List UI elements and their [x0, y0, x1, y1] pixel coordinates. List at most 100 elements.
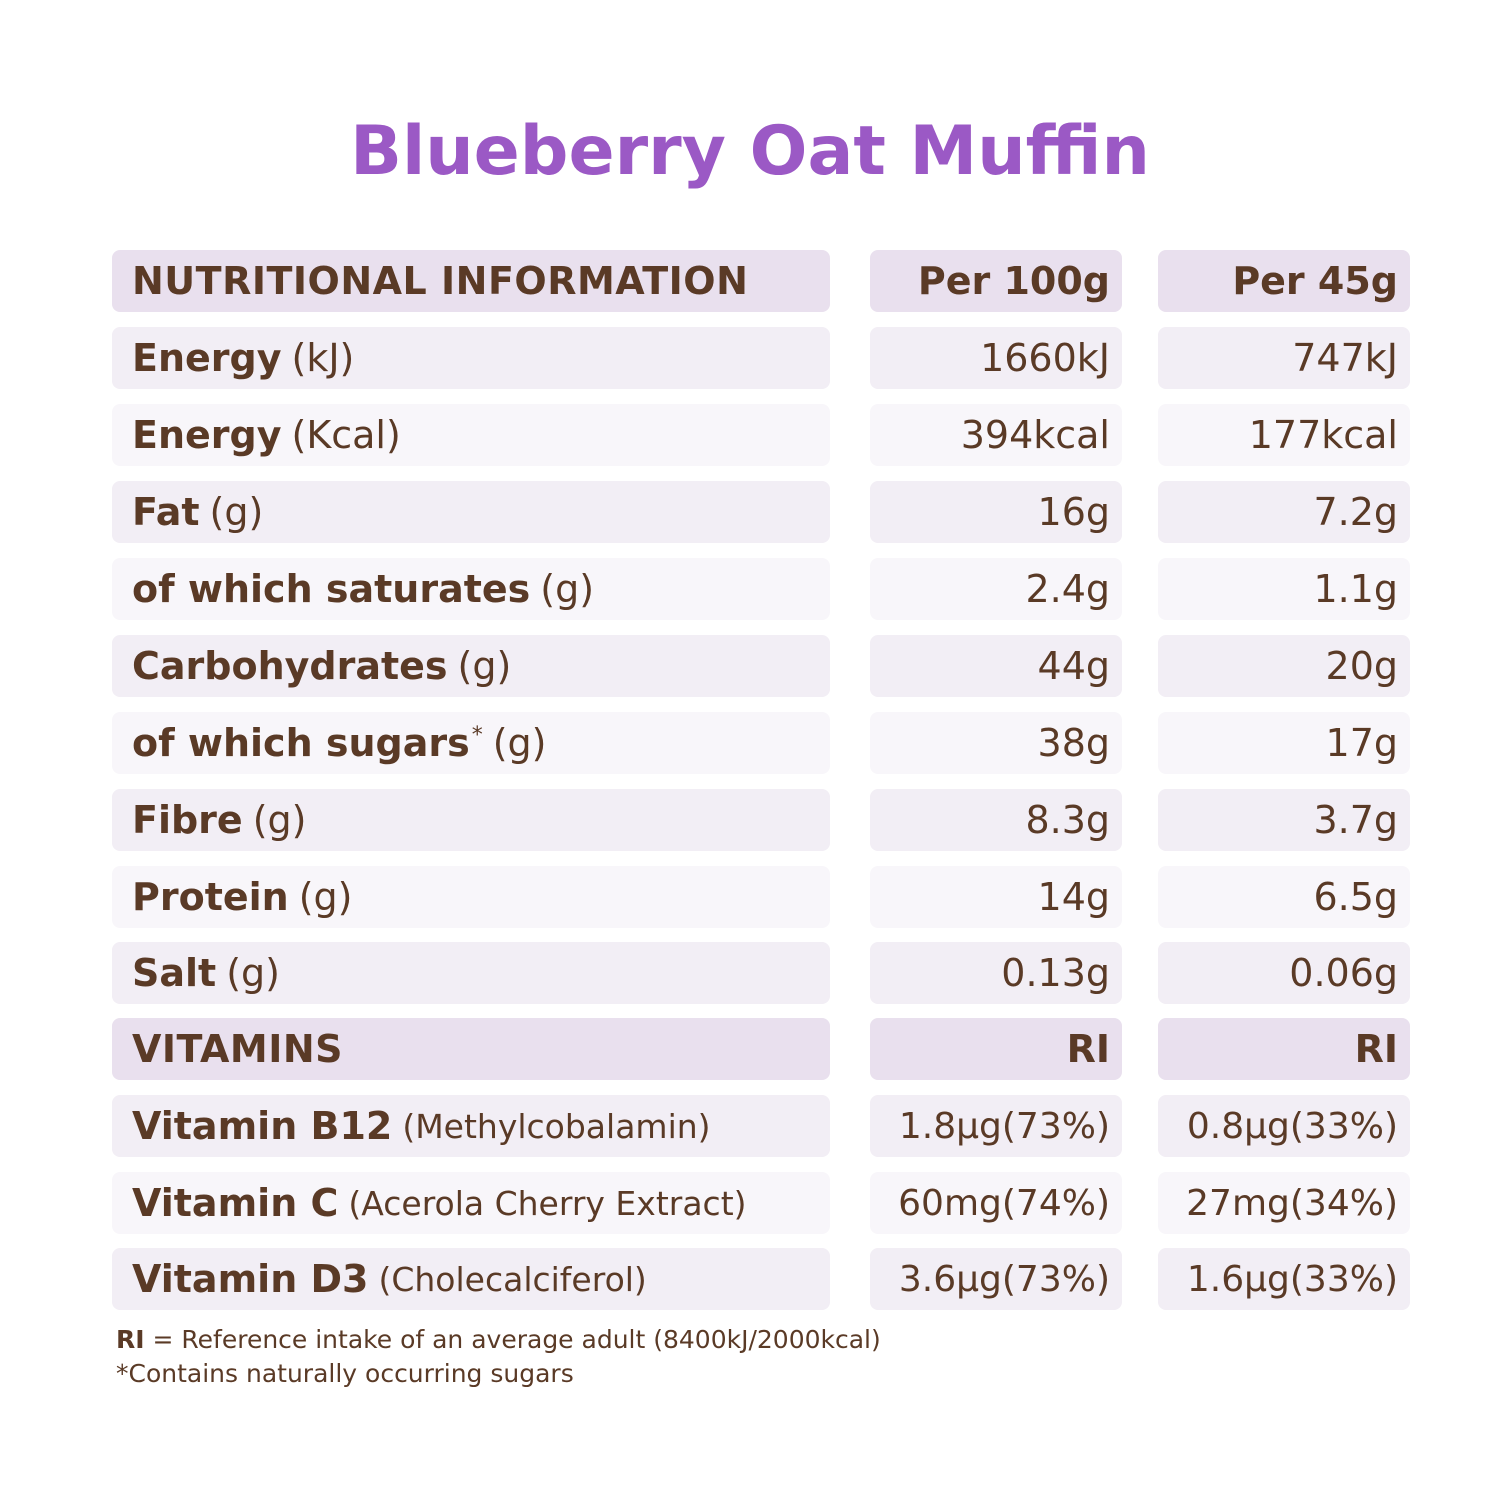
per45-header: Per 45g: [1232, 259, 1398, 303]
nutrient-unit: (g): [492, 721, 547, 765]
per100-value: 44g: [1037, 644, 1110, 688]
per45-value: 177kcal: [1248, 413, 1398, 457]
per45-value-cell: 7.2g: [1158, 481, 1410, 543]
per45-value: 3.7g: [1313, 798, 1398, 842]
per100-value-cell: 2.4g: [870, 558, 1122, 620]
nutrition-header-label-cell: NUTRITIONAL INFORMATION: [112, 250, 830, 312]
per100-value: 394kcal: [960, 413, 1110, 457]
nutrient-name: Energy: [132, 336, 282, 380]
nutrient-label-cell: Fat (g): [112, 481, 830, 543]
per100-value: 14g: [1037, 875, 1110, 919]
per100-value-cell: 394kcal: [870, 404, 1122, 466]
nutrient-name: Protein: [132, 875, 289, 919]
per45-value: 17g: [1325, 721, 1398, 765]
per45-value: 747kJ: [1292, 336, 1398, 380]
ri-header: RI: [1066, 1027, 1110, 1071]
per100-value-cell: 16g: [870, 481, 1122, 543]
ri-header-cell: RI: [1158, 1018, 1410, 1080]
per100-value: 16g: [1037, 490, 1110, 534]
nutrient-name: Fat: [132, 490, 200, 534]
nutrient-label-cell: Fibre (g): [112, 789, 830, 851]
nutrition-header-label: NUTRITIONAL INFORMATION: [132, 259, 749, 303]
vitamin-source: (Cholecalciferol): [378, 1259, 647, 1299]
ri-abbreviation: RI: [116, 1325, 145, 1354]
per45-value: 0.06g: [1289, 951, 1398, 995]
per45-value-cell: 3.7g: [1158, 789, 1410, 851]
nutrient-unit: (g): [226, 951, 280, 995]
per100-value-cell: 38g: [870, 712, 1122, 774]
per100-header-cell: Per 100g: [870, 250, 1122, 312]
vitamin-per45-cell: 0.8µg(33%): [1158, 1095, 1410, 1157]
vitamin-per100-value: 3.6µg(73%): [898, 1258, 1110, 1300]
per100-value-cell: 44g: [870, 635, 1122, 697]
vitamin-name: Vitamin B12: [132, 1104, 393, 1148]
ri-header-cell: RI: [870, 1018, 1122, 1080]
vitamin-per45-value: 27mg(34%): [1186, 1182, 1398, 1224]
nutrient-unit: (g): [252, 798, 307, 842]
nutrient-name: Carbohydrates: [132, 644, 448, 688]
per100-header: Per 100g: [917, 259, 1110, 303]
per45-value-cell: 747kJ: [1158, 327, 1410, 389]
per100-value: 2.4g: [1025, 567, 1110, 611]
vitamin-per45-value: 1.6µg(33%): [1186, 1258, 1398, 1300]
nutrient-name: Fibre: [132, 798, 243, 842]
nutrient-name: of which sugars: [132, 721, 470, 765]
per100-value: 38g: [1037, 721, 1110, 765]
nutrient-unit: (g): [540, 567, 595, 611]
nutrient-name: Energy: [132, 413, 282, 457]
nutrient-unit: (g): [209, 490, 264, 534]
per100-value-cell: 1660kJ: [870, 327, 1122, 389]
per100-value-cell: 8.3g: [870, 789, 1122, 851]
per45-value-cell: 1.1g: [1158, 558, 1410, 620]
vitamin-per100-value: 1.8µg(73%): [898, 1105, 1110, 1147]
nutrient-unit: (g): [457, 644, 512, 688]
vitamin-label-cell: Vitamin B12 (Methylcobalamin): [112, 1095, 830, 1157]
vitamin-per45-value: 0.8µg(33%): [1186, 1105, 1398, 1147]
nutrient-unit: (g): [298, 875, 353, 919]
nutrient-label-cell: Protein (g): [112, 866, 830, 928]
vitamin-per100-cell: 60mg(74%): [870, 1172, 1122, 1234]
vitamin-name: Vitamin C: [132, 1181, 339, 1225]
ri-definition: = Reference intake of an average adult (…: [144, 1325, 881, 1354]
nutrient-unit: (Kcal): [291, 413, 401, 457]
vitamin-per100-cell: 3.6µg(73%): [870, 1248, 1122, 1310]
per100-value: 1660kJ: [980, 336, 1110, 380]
per45-value: 20g: [1325, 644, 1398, 688]
nutrient-name: of which saturates: [132, 567, 531, 611]
product-title: Blueberry Oat Muffin: [350, 112, 1150, 191]
nutrient-label-cell: Energy (kJ): [112, 327, 830, 389]
nutrient-label-cell: Salt (g): [112, 942, 830, 1004]
per100-value-cell: 14g: [870, 866, 1122, 928]
vitamin-label-cell: Vitamin C (Acerola Cherry Extract): [112, 1172, 830, 1234]
per45-value: 1.1g: [1313, 567, 1398, 611]
per45-value-cell: 20g: [1158, 635, 1410, 697]
per45-value: 7.2g: [1313, 490, 1398, 534]
nutrient-label-cell: Energy (Kcal): [112, 404, 830, 466]
per45-header-cell: Per 45g: [1158, 250, 1410, 312]
per45-value-cell: 177kcal: [1158, 404, 1410, 466]
per45-value-cell: 0.06g: [1158, 942, 1410, 1004]
vitamin-per100-value: 60mg(74%): [898, 1182, 1110, 1224]
per100-value: 0.13g: [1001, 951, 1110, 995]
per45-value: 6.5g: [1313, 875, 1398, 919]
asterisk-mark: *: [471, 722, 483, 748]
ri-footnote: RI = Reference intake of an average adul…: [116, 1325, 881, 1354]
nutrient-label-cell: of which sugars * (g): [112, 712, 830, 774]
nutrient-label-cell: of which saturates (g): [112, 558, 830, 620]
vitamin-source: (Methylcobalamin): [402, 1106, 711, 1146]
sugars-footnote: *Contains naturally occurring sugars: [116, 1359, 574, 1388]
vitamin-per45-cell: 27mg(34%): [1158, 1172, 1410, 1234]
vitamin-source: (Acerola Cherry Extract): [348, 1183, 747, 1223]
vitamin-per100-cell: 1.8µg(73%): [870, 1095, 1122, 1157]
vitamin-name: Vitamin D3: [132, 1257, 369, 1301]
vitamin-label-cell: Vitamin D3 (Cholecalciferol): [112, 1248, 830, 1310]
per100-value: 8.3g: [1025, 798, 1110, 842]
vitamins-header-label: VITAMINS: [132, 1027, 344, 1071]
per45-value-cell: 17g: [1158, 712, 1410, 774]
nutrient-label-cell: Carbohydrates (g): [112, 635, 830, 697]
ri-header: RI: [1354, 1027, 1398, 1071]
per100-value-cell: 0.13g: [870, 942, 1122, 1004]
vitamin-per45-cell: 1.6µg(33%): [1158, 1248, 1410, 1310]
vitamins-header-label-cell: VITAMINS: [112, 1018, 830, 1080]
nutrient-unit: (kJ): [291, 336, 355, 380]
